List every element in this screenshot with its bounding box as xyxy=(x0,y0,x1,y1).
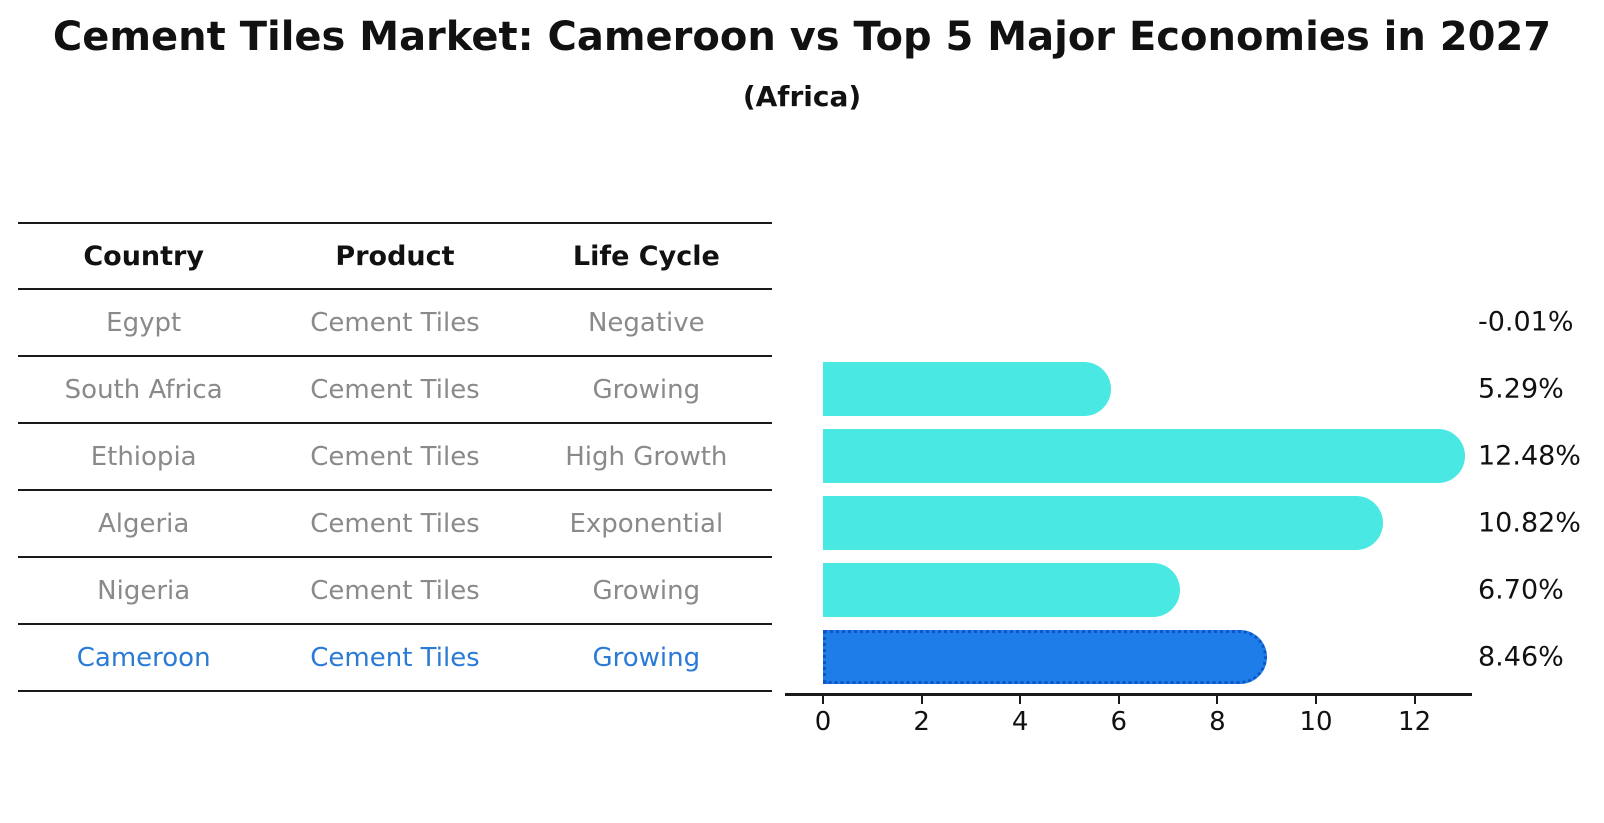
value-label-cameroon: 8.46% xyxy=(1478,641,1564,672)
table-row-south-africa: South Africa Cement Tiles Growing xyxy=(18,355,772,422)
bar-nigeria xyxy=(823,562,1181,617)
value-label-algeria: 10.82% xyxy=(1478,507,1581,538)
cell-country: Nigeria xyxy=(97,575,191,606)
cell-product: Cement Tiles xyxy=(310,575,480,606)
table-row-nigeria: Nigeria Cement Tiles Growing xyxy=(18,556,772,623)
cell-product: Cement Tiles xyxy=(310,374,480,405)
cell-product: Cement Tiles xyxy=(310,307,480,338)
x-axis-line xyxy=(785,693,1472,696)
table-body: Egypt Cement Tiles Negative South Africa Cem… xyxy=(18,288,772,690)
x-tick-label-2: 2 xyxy=(913,707,930,737)
x-tick-mark-0 xyxy=(822,695,824,704)
value-label-south-africa: 5.29% xyxy=(1478,373,1564,404)
x-tick-label-4: 4 xyxy=(1011,707,1029,737)
column-header-life-cycle: Life Cycle xyxy=(572,240,720,272)
bar-cameroon xyxy=(823,629,1268,684)
x-tick-label-12: 12 xyxy=(1398,707,1432,737)
cell-product: Cement Tiles xyxy=(310,642,480,673)
value-label-nigeria: 6.70% xyxy=(1478,574,1564,605)
country-table: Country Product Life Cycle Egypt Cement Til… xyxy=(18,222,772,692)
cell-life_cycle: Negative xyxy=(587,307,705,338)
cell-product: Cement Tiles xyxy=(310,508,480,539)
table-row-cameroon: Cameroon Cement Tiles Growing xyxy=(18,623,772,690)
column-header-product: Product xyxy=(335,240,455,272)
cell-country: Ethiopia xyxy=(90,441,197,472)
cell-life_cycle: Exponential xyxy=(569,508,724,539)
x-tick-label-10: 10 xyxy=(1299,707,1333,737)
bar-ethiopia xyxy=(823,428,1466,483)
value-label-ethiopia: 12.48% xyxy=(1478,440,1581,471)
x-tick-mark-4 xyxy=(1019,695,1022,704)
bar-algeria xyxy=(823,495,1384,550)
chart-title: Cement Tiles Market: Cameroon vs Top 5 M… xyxy=(52,14,1552,60)
bar-south-africa xyxy=(823,361,1111,416)
table-bottom-border xyxy=(18,690,772,692)
x-tick-mark-12 xyxy=(1413,695,1416,704)
table-row-ethiopia: Ethiopia Cement Tiles High Growth xyxy=(18,422,772,489)
cell-life_cycle: High Growth xyxy=(565,441,728,472)
table-row-algeria: Algeria Cement Tiles Exponential xyxy=(18,489,772,556)
column-header-country: Country xyxy=(83,240,204,272)
x-tick-mark-6 xyxy=(1117,695,1120,704)
cell-country: South Africa xyxy=(64,374,223,405)
value-label-egypt: -0.01% xyxy=(1478,306,1574,337)
x-tick-mark-10 xyxy=(1315,695,1317,704)
table-header-row: Country Product Life Cycle xyxy=(18,222,772,288)
x-tick-label-6: 6 xyxy=(1110,707,1128,737)
cell-life_cycle: Growing xyxy=(592,575,701,606)
cell-life_cycle: Growing xyxy=(592,374,701,405)
cell-country: Cameroon xyxy=(76,642,211,673)
cell-country: Egypt xyxy=(106,307,182,338)
x-tick-mark-2 xyxy=(920,695,923,704)
table-row-egypt: Egypt Cement Tiles Negative xyxy=(18,288,772,355)
x-tick-label-8: 8 xyxy=(1209,707,1226,737)
chart-subtitle: (Africa) xyxy=(742,80,862,113)
cell-product: Cement Tiles xyxy=(310,441,480,472)
cell-country: Algeria xyxy=(97,508,190,539)
cell-life_cycle: Growing xyxy=(592,642,701,673)
x-tick-mark-8 xyxy=(1216,695,1219,704)
x-tick-label-0: 0 xyxy=(814,707,832,737)
